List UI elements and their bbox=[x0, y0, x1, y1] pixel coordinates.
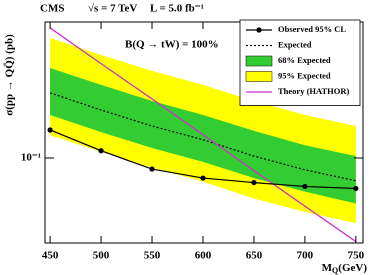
x-axis-label: MQ(GeV) bbox=[322, 262, 368, 275]
x-tick-label: 500 bbox=[93, 250, 110, 262]
x-tick-label: 700 bbox=[297, 250, 314, 262]
data-point bbox=[302, 183, 308, 190]
legend-marker bbox=[256, 27, 262, 33]
legend-box bbox=[239, 19, 361, 106]
data-point bbox=[353, 185, 359, 192]
legend-swatch bbox=[245, 55, 273, 67]
plot-area bbox=[47, 27, 359, 243]
x-label-main: M bbox=[322, 262, 333, 274]
legend-label: Theory (HATHOR) bbox=[278, 86, 350, 96]
annotation: √s = 7 TeV bbox=[88, 3, 137, 15]
legend-label: 95% Expected bbox=[278, 70, 331, 80]
data-point bbox=[47, 127, 53, 133]
y-axis-label: σ(pp → QQ̄) (pb) bbox=[4, 34, 16, 116]
legend-label: 68% Expected bbox=[278, 55, 331, 65]
data-point bbox=[149, 166, 155, 172]
band bbox=[50, 68, 356, 204]
legend-label: Observed 95% CL bbox=[278, 24, 346, 34]
x-tick-label: 550 bbox=[144, 250, 161, 262]
annotation: CMS bbox=[40, 3, 64, 15]
x-label-sub: Q bbox=[332, 266, 338, 275]
annotation: L = 5.0 fb⁻¹ bbox=[150, 3, 204, 15]
x-tick-label: 600 bbox=[195, 250, 212, 262]
legend: Observed 95% CL Expected 68% Expected 95% E… bbox=[239, 19, 361, 106]
data-point bbox=[98, 148, 104, 154]
plot-frame bbox=[44, 21, 364, 244]
annotation: B(Q → tW) = 100% bbox=[125, 39, 219, 51]
x-label-unit: (GeV) bbox=[338, 262, 367, 274]
series-line bbox=[49, 92, 356, 182]
x-tick-label: 650 bbox=[246, 250, 263, 262]
x-tick-label: 750 bbox=[348, 250, 365, 262]
data-point bbox=[251, 179, 257, 186]
y-tick-label: 10⁻¹ bbox=[21, 151, 41, 163]
series-line bbox=[49, 27, 357, 243]
legend-swatch bbox=[245, 71, 273, 82]
x-tick-label: 450 bbox=[42, 250, 59, 262]
legend-label: Expected bbox=[278, 39, 312, 49]
data-point bbox=[200, 175, 206, 181]
